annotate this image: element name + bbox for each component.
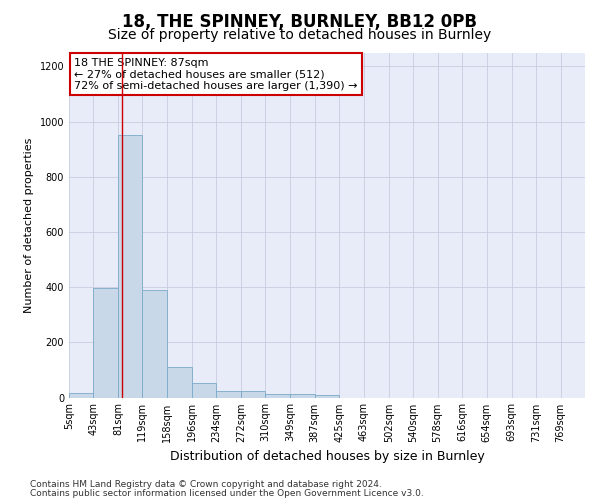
- Y-axis label: Number of detached properties: Number of detached properties: [24, 138, 34, 312]
- Text: 18 THE SPINNEY: 87sqm
← 27% of detached houses are smaller (512)
72% of semi-det: 18 THE SPINNEY: 87sqm ← 27% of detached …: [74, 58, 358, 91]
- Bar: [192, 383, 217, 398]
- Bar: [142, 290, 167, 398]
- Bar: [118, 136, 142, 398]
- Text: Contains HM Land Registry data © Crown copyright and database right 2024.: Contains HM Land Registry data © Crown c…: [30, 480, 382, 489]
- X-axis label: Distribution of detached houses by size in Burnley: Distribution of detached houses by size …: [170, 450, 484, 463]
- Bar: [217, 390, 241, 398]
- Text: 18, THE SPINNEY, BURNLEY, BB12 0PB: 18, THE SPINNEY, BURNLEY, BB12 0PB: [122, 12, 478, 30]
- Text: Size of property relative to detached houses in Burnley: Size of property relative to detached ho…: [109, 28, 491, 42]
- Bar: [290, 394, 315, 398]
- Bar: [315, 396, 339, 398]
- Bar: [69, 394, 94, 398]
- Bar: [241, 390, 265, 398]
- Bar: [265, 394, 290, 398]
- Bar: [167, 367, 192, 398]
- Text: Contains public sector information licensed under the Open Government Licence v3: Contains public sector information licen…: [30, 488, 424, 498]
- Bar: [94, 288, 118, 398]
